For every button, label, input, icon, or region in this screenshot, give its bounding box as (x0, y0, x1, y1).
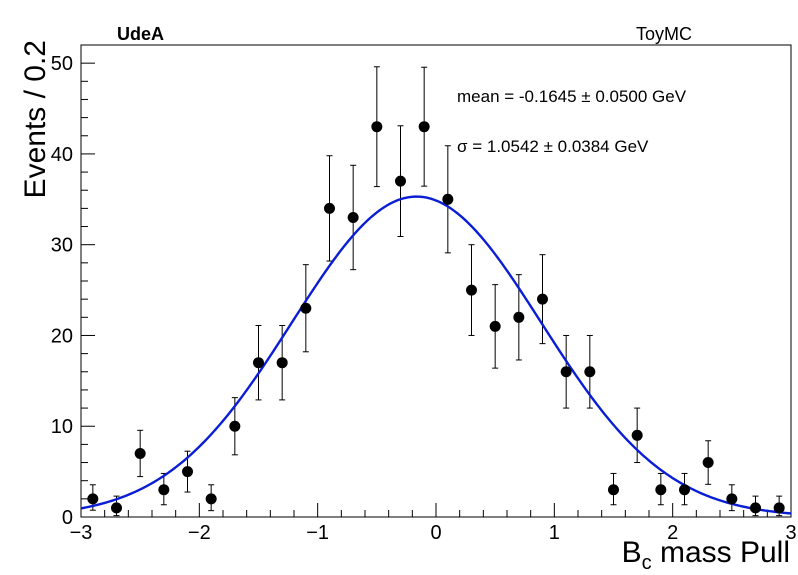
x-tick-label: −1 (306, 522, 329, 544)
data-point (537, 293, 548, 305)
data-point (418, 121, 430, 133)
x-axis-title-main: B (622, 536, 642, 569)
x-axis-title: Bc mass Pull (622, 536, 790, 574)
data-point (726, 493, 738, 505)
data-point (655, 484, 667, 496)
data-point (87, 493, 99, 505)
error-bars (89, 66, 783, 517)
data-point (395, 175, 406, 187)
data-point (466, 284, 477, 296)
data-point (750, 502, 761, 514)
data-point (608, 484, 619, 496)
frame (80, 44, 792, 518)
x-axis-title-subscript: c (642, 552, 652, 574)
data-point (631, 429, 643, 441)
data-point (205, 493, 217, 505)
y-tick-label: 40 (51, 144, 73, 166)
data-point (111, 502, 122, 514)
data-point (182, 466, 193, 478)
data-point (679, 484, 690, 496)
data-point (489, 320, 501, 332)
data-point (276, 357, 288, 369)
data-point (442, 193, 454, 205)
gaussian-fit-curve (80, 195, 792, 515)
data-point (158, 484, 170, 496)
data-point (134, 447, 146, 459)
x-tick-label: 0 (430, 522, 441, 544)
x-axis-title-rest: mass Pull (652, 536, 790, 569)
y-axis-title: Events / 0.2 (19, 40, 52, 198)
data-point (584, 366, 596, 378)
data-point (371, 121, 383, 133)
data-point (253, 357, 264, 369)
x-tick-label: 1 (549, 522, 560, 544)
data-point (513, 311, 525, 323)
data-points (87, 121, 785, 514)
data-point (300, 302, 312, 314)
y-tick-label: 30 (51, 235, 73, 257)
data-point (773, 502, 785, 514)
mean-annotation: mean = -0.1645 ± 0.0500 GeV (457, 87, 687, 106)
data-point (347, 211, 359, 223)
y-tick-labels: 0 10 20 30 40 50 (51, 53, 73, 529)
y-tick-label: 10 (51, 416, 73, 438)
y-tick-label: 50 (51, 53, 73, 75)
x-tick-label: 3 (785, 522, 796, 544)
corner-label-left: UdeA (117, 24, 164, 44)
data-point (560, 366, 572, 378)
y-tick-label: 20 (51, 325, 73, 347)
data-point (324, 202, 335, 214)
corner-label-right: ToyMC (636, 24, 692, 44)
x-tick-label: −3 (70, 522, 93, 544)
axis-ticks (80, 62, 792, 518)
data-point (229, 420, 241, 432)
x-tick-label: 2 (667, 522, 678, 544)
y-tick-label: 0 (62, 507, 73, 529)
data-point (702, 457, 714, 469)
sigma-annotation: σ = 1.0542 ± 0.0384 GeV (457, 137, 649, 156)
x-tick-labels: −3 −2 −1 0 1 2 3 (70, 522, 797, 544)
x-tick-label: −2 (188, 522, 211, 544)
